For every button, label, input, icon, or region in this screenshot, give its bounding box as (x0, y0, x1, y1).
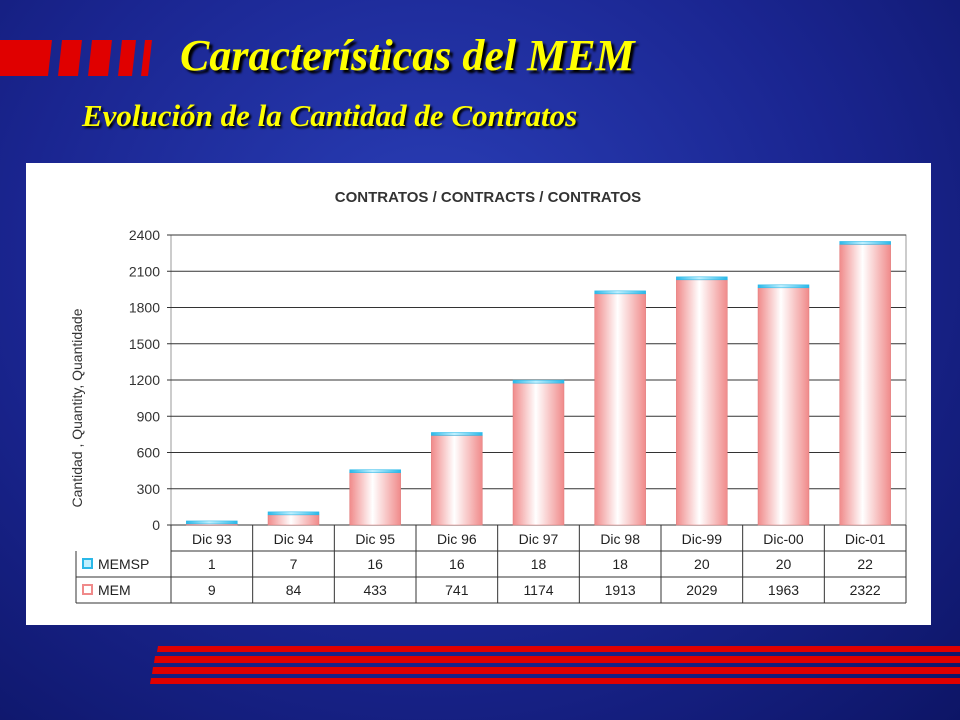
data-label-mem: 9 (208, 582, 216, 598)
bar-memsp (431, 432, 483, 436)
bar-memsp (186, 520, 238, 525)
data-label-memsp: 1 (208, 556, 216, 572)
contracts-chart: CONTRATOS / CONTRACTS / CONTRATOS Cantid… (69, 189, 907, 604)
y-tick-label: 1800 (129, 300, 160, 316)
x-category-label: Dic 96 (437, 531, 477, 547)
data-label-mem: 2029 (686, 582, 717, 598)
bar-mem (676, 279, 728, 526)
x-category-label: Dic 93 (192, 531, 232, 547)
data-label-mem: 1963 (768, 582, 799, 598)
decorative-stripes-bottom (150, 646, 960, 684)
y-tick-label: 2100 (129, 263, 160, 279)
legend-swatch-mem (82, 584, 93, 595)
y-tick-label: 900 (137, 408, 161, 424)
y-tick-label: 300 (137, 481, 161, 497)
data-label-mem: 1913 (605, 582, 636, 598)
y-axis-label: Cantidad , Quantity, Quantidade (69, 308, 85, 507)
x-category-label: Dic-01 (845, 531, 886, 547)
legend-label-mem: MEM (98, 582, 131, 598)
bar-memsp (349, 469, 401, 473)
bar-mem (349, 472, 401, 526)
bar-memsp (839, 241, 891, 245)
x-category-label: Dic 98 (600, 531, 640, 547)
data-label-mem: 1174 (523, 582, 553, 598)
legend-label-memsp: MEMSP (98, 556, 149, 572)
slide-title: Características del MEM (180, 31, 635, 80)
data-label-memsp: 22 (857, 556, 873, 572)
bar-memsp (267, 511, 320, 516)
x-category-label: Dic-00 (763, 531, 804, 547)
y-tick-label: 1500 (129, 336, 160, 352)
y-tick-label: 600 (137, 445, 161, 461)
data-label-mem: 433 (363, 582, 387, 598)
y-tick-label: 2400 (129, 227, 160, 243)
bar-memsp (512, 379, 565, 384)
slide-subtitle: Evolución de la Cantidad de Contratos (82, 98, 578, 133)
chart-title: CONTRATOS / CONTRACTS / CONTRATOS (335, 189, 641, 206)
y-tick-label: 1200 (129, 372, 160, 388)
y-tick-label: 0 (152, 517, 160, 533)
bar-memsp (594, 290, 646, 295)
data-label-mem: 84 (286, 582, 302, 598)
bar-mem (431, 435, 483, 526)
bar-mem (512, 382, 565, 526)
data-label-memsp: 7 (290, 556, 298, 572)
data-label-memsp: 18 (531, 556, 547, 572)
x-category-label: Dic 97 (519, 531, 559, 547)
bar-memsp (757, 284, 810, 289)
bar-mem (757, 287, 810, 526)
data-label-mem: 741 (445, 582, 469, 598)
decorative-stripes-left (0, 40, 152, 76)
data-label-memsp: 20 (694, 556, 710, 572)
data-label-memsp: 18 (612, 556, 628, 572)
x-category-label: Dic 95 (355, 531, 395, 547)
legend-swatch-memsp (82, 558, 93, 569)
data-label-memsp: 16 (449, 556, 465, 572)
bar-mem (594, 293, 646, 526)
x-category-label: Dic-99 (682, 531, 723, 547)
bar-mem (839, 244, 891, 526)
chart-panel: CONTRATOS / CONTRACTS / CONTRATOS Cantid… (26, 163, 931, 625)
x-category-label: Dic 94 (274, 531, 314, 547)
data-label-mem: 2322 (850, 582, 881, 598)
bar-mem (267, 514, 320, 526)
data-label-memsp: 16 (367, 556, 383, 572)
data-label-memsp: 20 (776, 556, 792, 572)
bar-memsp (676, 276, 728, 281)
